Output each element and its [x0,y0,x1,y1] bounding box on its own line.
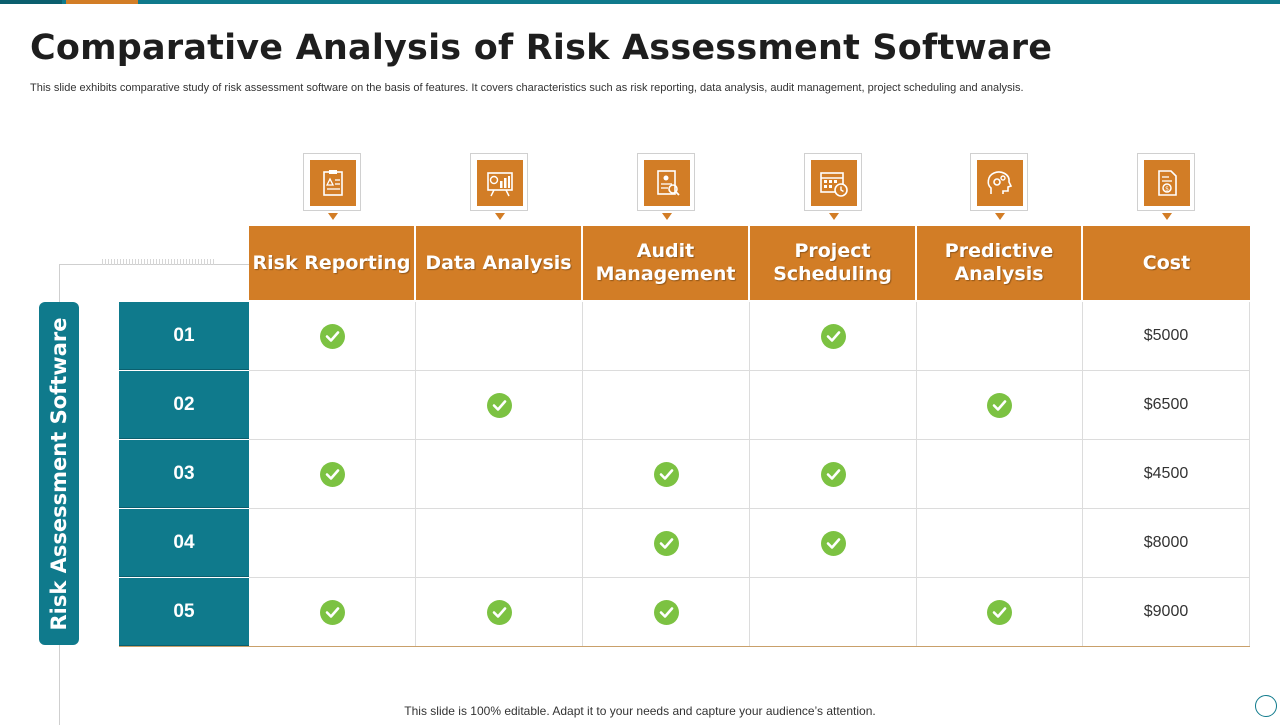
table-bottom-rule [119,646,1250,647]
feature-cell [249,440,416,509]
page-title: Comparative Analysis of Risk Assessment … [30,28,1053,68]
feature-cell [917,371,1083,440]
decorative-hatch [102,259,214,265]
check-icon [820,461,846,487]
column-header-data-analysis: Data Analysis [416,226,583,300]
feature-cell [917,302,1083,371]
audit-document-icon [637,153,695,220]
feature-cell [750,578,917,647]
top-accent-bar [0,0,1280,4]
row-label: 04 [119,509,249,577]
check-icon [319,461,345,487]
feature-cell [416,578,583,647]
feature-cell [583,578,750,647]
check-icon [653,599,679,625]
feature-cell [750,440,917,509]
feature-cell [583,440,750,509]
check-icon [319,599,345,625]
row-label: 02 [119,371,249,439]
page-subtitle: This slide exhibits comparative study of… [30,82,1024,94]
cost-cell: $4500 [1083,440,1250,509]
feature-cell [249,509,416,578]
check-icon [486,392,512,418]
column-header-audit-management: Audit Management [583,226,750,300]
side-label-text: Risk Assessment Software [47,317,71,630]
feature-cell [750,302,917,371]
calendar-clock-icon [804,153,862,220]
cost-cell: $5000 [1083,302,1250,371]
row-label: 05 [119,578,249,646]
column-header-risk-reporting: Risk Reporting [249,226,416,300]
row-label: 01 [119,302,249,370]
feature-cell [249,578,416,647]
cost-cell: $8000 [1083,509,1250,578]
svg-text:$: $ [1165,186,1169,193]
check-icon [820,530,846,556]
check-icon [319,323,345,349]
feature-cell [750,509,917,578]
cost-value: $9000 [1143,603,1189,620]
row-label: 03 [119,440,249,508]
feature-cell [249,371,416,440]
feature-cell [416,371,583,440]
feature-cell [416,509,583,578]
check-icon [987,599,1012,625]
cost-value: $4500 [1143,465,1189,482]
feature-cell [917,578,1083,647]
check-icon [653,461,679,487]
cost-cell: $6500 [1083,371,1250,440]
check-icon [987,392,1012,418]
cost-value: $8000 [1143,534,1189,551]
column-header-project-scheduling: Project Scheduling [750,226,917,300]
feature-cell [416,440,583,509]
feature-cell [750,371,917,440]
cost-value: $5000 [1143,327,1189,344]
cost-value: $6500 [1143,396,1189,413]
feature-cell [917,440,1083,509]
feature-cell [416,302,583,371]
side-label: Risk Assessment Software [39,302,79,645]
feature-cell [583,509,750,578]
feature-cell [917,509,1083,578]
column-header-cost: Cost [1083,226,1250,300]
feature-cell [249,302,416,371]
feature-cell [583,371,750,440]
head-gears-icon [970,153,1028,220]
check-icon [486,599,512,625]
cost-cell: $9000 [1083,578,1250,647]
chart-board-icon [470,153,528,220]
report-icon [303,153,361,220]
cost-document-icon: $ [1137,153,1195,220]
check-icon [653,530,679,556]
column-header-predictive-analysis: Predictive Analysis [917,226,1083,300]
footer-note: This slide is 100% editable. Adapt it to… [404,704,876,718]
corner-circle-decoration [1255,695,1277,717]
check-icon [820,323,846,349]
feature-cell [583,302,750,371]
